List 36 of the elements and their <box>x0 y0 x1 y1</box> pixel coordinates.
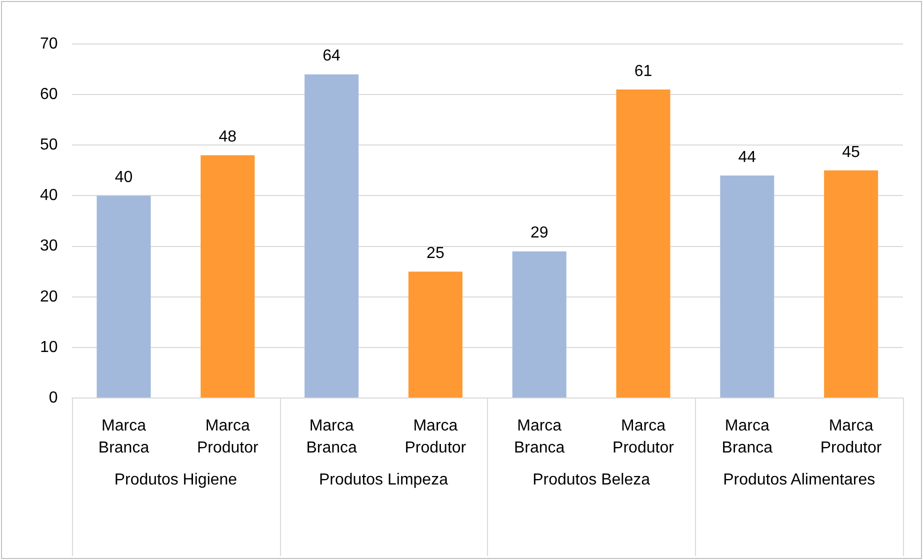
text: Marca Produtor <box>820 417 882 456</box>
data-label: 25 <box>426 244 444 262</box>
bar <box>304 74 359 398</box>
data-label: 64 <box>322 48 341 65</box>
bar <box>512 251 566 398</box>
data-label: 44 <box>738 148 756 166</box>
x-tick-label: Produtos Higiene <box>114 471 238 488</box>
text: Marca Branca <box>306 417 357 456</box>
data-label: 29 <box>530 224 548 242</box>
bar <box>720 175 774 398</box>
y-tick-label: 70 <box>40 35 58 52</box>
bar <box>200 155 255 398</box>
data-label: 48 <box>218 128 237 146</box>
data-label: 61 <box>634 62 652 80</box>
text: Marca Branca <box>514 417 565 456</box>
y-tick-label: 30 <box>40 238 58 255</box>
bar <box>96 196 151 398</box>
data-label: 45 <box>842 144 860 161</box>
text: Marca Produtor <box>404 417 466 456</box>
y-tick-label: 50 <box>40 136 58 154</box>
y-tick-label: 0 <box>48 389 58 406</box>
y-tick-label: 40 <box>40 187 58 204</box>
x-tick-label: Produtos Beleza <box>532 471 650 488</box>
x-tick-label: Produtos Limpeza <box>319 471 448 488</box>
series-label: Marca Produtor <box>612 417 675 456</box>
text: Marca Produtor <box>196 417 258 456</box>
bar <box>616 90 670 398</box>
bar <box>824 170 878 398</box>
y-tick-label: 60 <box>40 86 58 103</box>
y-tick-label: 10 <box>40 338 58 356</box>
x-tick-label: Produtos Alimentares <box>723 471 876 488</box>
data-label: 40 <box>114 169 133 186</box>
bar <box>408 272 462 398</box>
text: Marca Branca <box>722 417 772 456</box>
y-tick-label: 20 <box>40 288 58 306</box>
series-label: Marca Branca <box>98 417 150 456</box>
